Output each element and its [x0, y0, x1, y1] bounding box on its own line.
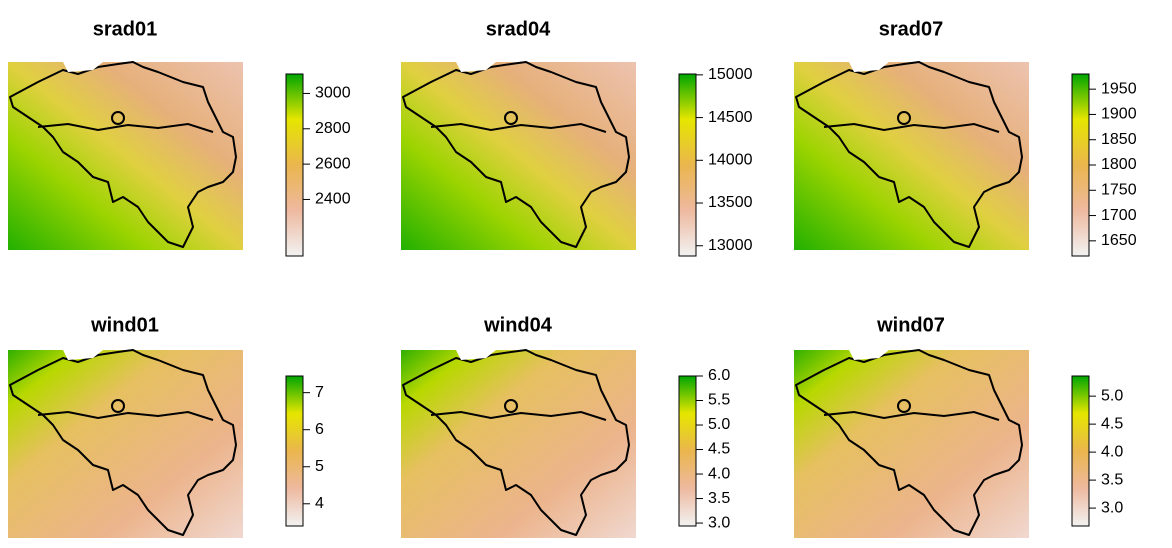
colorbar	[678, 375, 697, 527]
tick-label: 1700	[1101, 207, 1137, 224]
tick-label: 3000	[315, 85, 351, 102]
tick-label: 3.0	[1101, 499, 1123, 516]
tick-label: 13000	[708, 237, 753, 254]
tick-label: 1950	[1101, 80, 1137, 97]
raster	[794, 350, 1029, 538]
raster	[8, 62, 243, 250]
raster	[8, 350, 243, 538]
raster	[401, 350, 636, 538]
tick-label: 4.0	[1101, 443, 1123, 460]
colorbar	[1071, 375, 1090, 527]
tick-label: 4	[315, 495, 324, 512]
colorbar	[285, 73, 304, 257]
panel-title: wind01	[90, 314, 159, 336]
panel-title: srad01	[93, 18, 158, 40]
colorbar	[285, 375, 304, 527]
tick-label: 13500	[708, 194, 753, 211]
maps	[8, 61, 1029, 538]
panel-title: wind07	[876, 314, 945, 336]
tick-label: 1900	[1101, 106, 1137, 123]
tick-label: 3.5	[1101, 471, 1123, 488]
raster	[794, 62, 1029, 250]
tick-label: 5.5	[708, 392, 730, 409]
colorbar	[678, 73, 697, 257]
tick-label: 3.5	[708, 490, 730, 507]
tick-label: 1750	[1101, 181, 1137, 198]
tick-label: 3.0	[708, 514, 730, 531]
tick-label: 2800	[315, 120, 351, 137]
tick-label: 5.0	[708, 416, 730, 433]
tick-label: 4.5	[708, 441, 730, 458]
tick-label: 2400	[315, 191, 351, 208]
tick-label: 14000	[708, 152, 753, 169]
tick-label: 5.0	[1101, 387, 1123, 404]
tick-label: 15000	[708, 66, 753, 83]
tick-label: 5	[315, 458, 324, 475]
tick-label: 6.0	[708, 367, 730, 384]
panel-title: srad04	[486, 18, 551, 40]
tick-label: 1800	[1101, 156, 1137, 173]
colorbar	[1071, 73, 1090, 257]
tick-label: 4.0	[708, 465, 730, 482]
tick-label: 1650	[1101, 232, 1137, 249]
tick-label: 4.5	[1101, 415, 1123, 432]
panel-title: srad07	[879, 18, 944, 40]
raster	[401, 62, 636, 250]
tick-label: 14500	[708, 109, 753, 126]
tick-label: 6	[315, 421, 324, 438]
panel-title: wind04	[483, 314, 553, 336]
tick-label: 1850	[1101, 131, 1137, 148]
tick-label: 7	[315, 384, 324, 401]
tick-label: 2600	[315, 155, 351, 172]
